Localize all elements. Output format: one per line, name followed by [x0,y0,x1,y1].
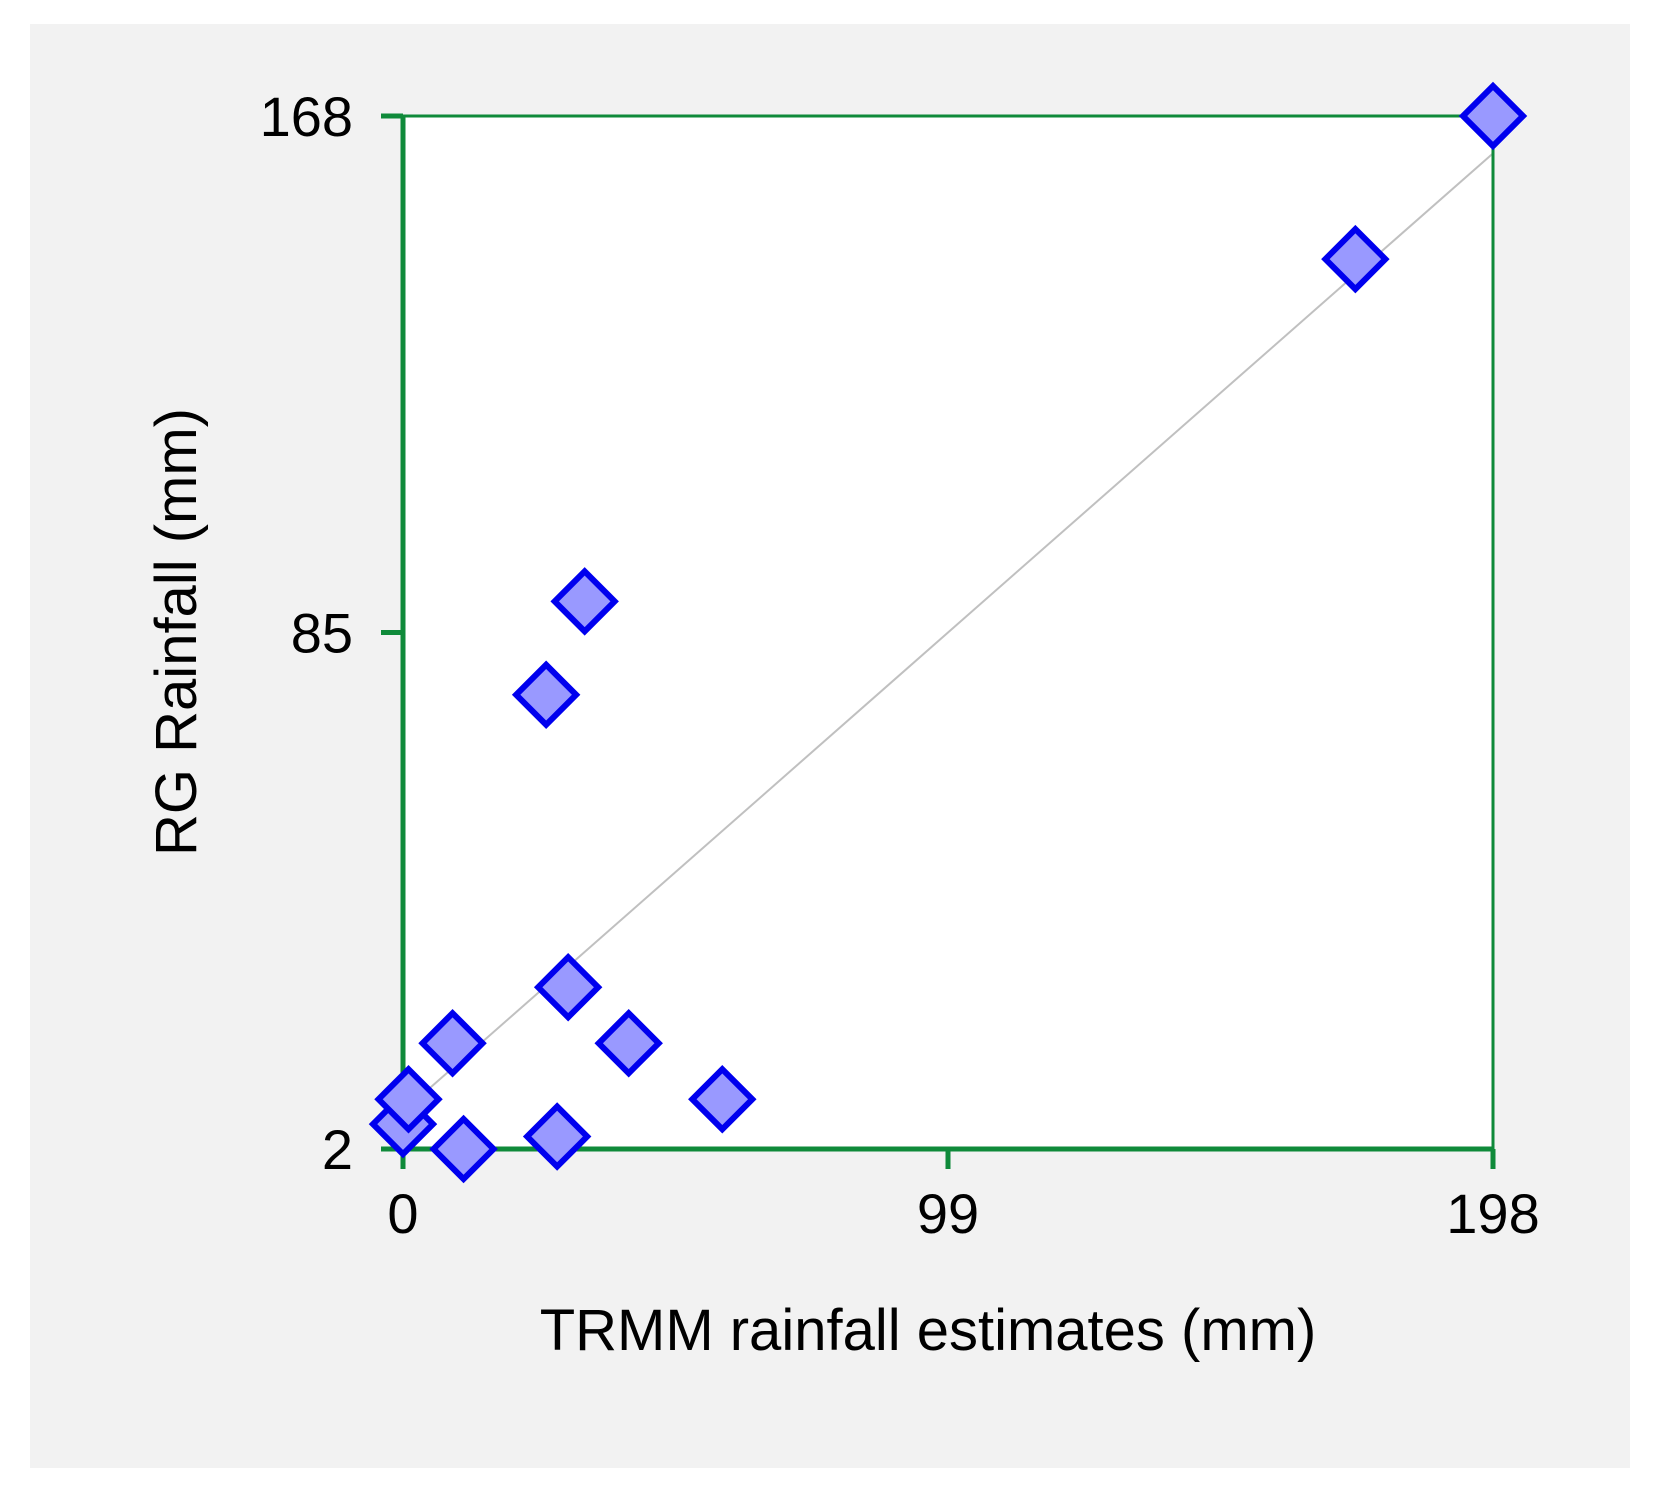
data-point [1321,224,1390,294]
x-tick-label: 99 [917,1182,979,1245]
x-tick-label: 198 [1446,1182,1539,1245]
data-point [594,1008,663,1078]
data-points [368,81,1528,1184]
data-point [511,660,581,729]
tick-labels: 0 99 198 2 85 168 [260,85,1540,1245]
x-tick-label: 0 [387,1182,418,1245]
trendline [402,152,1494,1113]
data-point [1458,81,1528,151]
y-tick-label: 168 [260,85,353,148]
data-point [374,1064,443,1134]
y-tick-label: 2 [322,1118,353,1181]
data-point [429,1114,498,1184]
x-axis-label: TRMM rainfall estimates (mm) [540,1298,1317,1363]
data-point [522,1102,592,1171]
y-tick-label: 85 [291,602,353,665]
data-point [533,952,603,1022]
data-point [418,1008,487,1078]
data-point [688,1064,757,1134]
data-point [550,567,619,636]
y-axis-label: RG Rainfall (mm) [144,408,209,856]
